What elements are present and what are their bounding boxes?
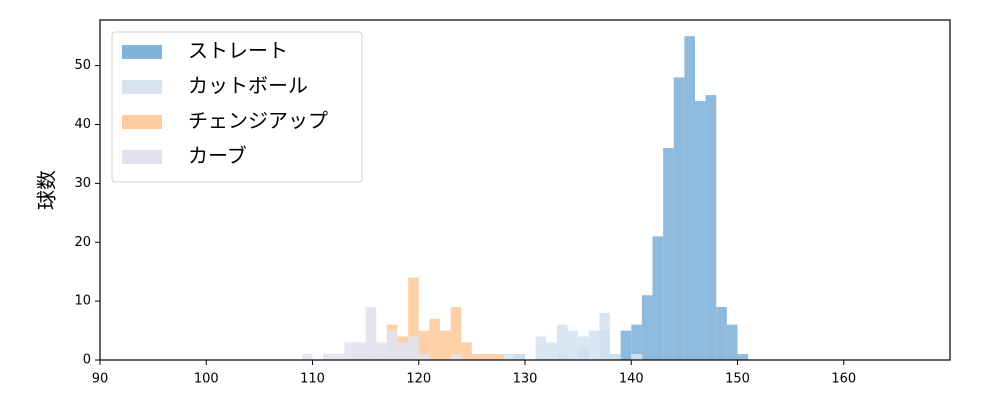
x-tick-label: 140 (619, 372, 644, 387)
bar (673, 77, 685, 361)
bar (716, 307, 727, 360)
bar (610, 354, 621, 360)
y-tick-label: 30 (74, 176, 91, 191)
bar (397, 342, 409, 360)
bar (323, 354, 334, 360)
x-tick-label: 120 (406, 372, 431, 387)
x-tick-label: 90 (92, 372, 109, 387)
bar (471, 354, 483, 360)
legend-label: カーブ (188, 144, 247, 168)
legend-frame (111, 31, 363, 183)
bar (408, 336, 419, 360)
bar (695, 100, 706, 360)
bar (663, 148, 674, 360)
x-tick-label: 110 (300, 372, 325, 387)
bar (546, 342, 557, 360)
y-tick-label: 20 (74, 235, 91, 250)
y-tick-label: 0 (83, 353, 91, 368)
bar (641, 295, 653, 360)
bar (429, 318, 440, 360)
legend-swatch (122, 150, 162, 164)
bar (652, 236, 664, 360)
bar (450, 354, 462, 360)
bar (631, 354, 642, 360)
bar (408, 277, 419, 360)
bar (376, 342, 387, 360)
bar (599, 312, 610, 360)
bar (493, 354, 504, 360)
bar (365, 307, 377, 360)
bar (386, 330, 398, 360)
bar (461, 342, 472, 360)
bar (705, 95, 717, 360)
x-tick-label: 150 (725, 372, 750, 387)
legend-swatch (122, 80, 162, 94)
bar (620, 330, 632, 360)
legend-label: チェンジアップ (188, 109, 328, 133)
y-tick-label: 50 (74, 58, 91, 73)
bar (567, 330, 579, 360)
bar (333, 354, 345, 360)
y-axis-label: 球数 (35, 170, 59, 210)
bar (355, 342, 366, 360)
x-tick-label: 160 (831, 372, 856, 387)
bar (631, 324, 642, 360)
bar (344, 342, 355, 360)
bar (535, 336, 547, 360)
bar (578, 336, 589, 360)
bar (418, 330, 430, 360)
bar (556, 324, 568, 360)
legend-swatch (122, 115, 162, 129)
legend-label: ストレート (188, 39, 288, 63)
y-tick-label: 10 (74, 294, 91, 309)
bar (482, 354, 494, 360)
bar (737, 354, 749, 360)
bar (684, 36, 695, 360)
bar (588, 330, 600, 360)
bar (450, 307, 462, 360)
x-tick-label: 100 (194, 372, 219, 387)
bar (301, 354, 313, 360)
bar (503, 354, 515, 360)
legend-label: カットボール (188, 74, 308, 98)
bar (726, 324, 738, 360)
legend-swatch (122, 45, 162, 59)
y-tick-label: 40 (74, 117, 91, 132)
bar (440, 330, 451, 360)
x-tick-label: 130 (513, 372, 538, 387)
bar (418, 354, 430, 360)
bar (514, 354, 525, 360)
